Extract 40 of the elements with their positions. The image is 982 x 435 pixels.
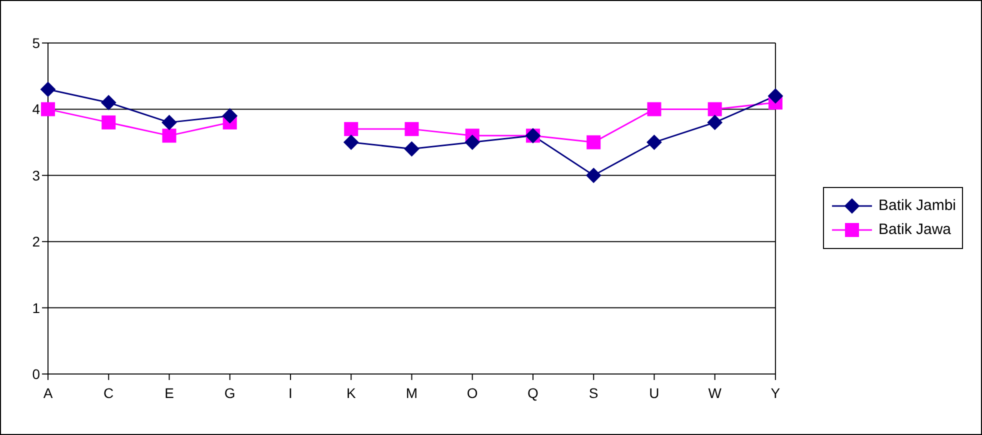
point: [162, 114, 177, 130]
x-tick-label: M: [406, 384, 418, 401]
point: [404, 141, 420, 156]
x-tick-label: S: [588, 384, 598, 401]
x-tick-label: E: [164, 384, 174, 401]
point: [464, 134, 480, 150]
x-tick-label: Q: [528, 384, 539, 401]
y-tick-label: 5: [32, 34, 40, 51]
y-tick-label: 1: [32, 300, 40, 316]
x-tick-label: K: [346, 384, 356, 401]
point: [646, 134, 662, 150]
point: [40, 82, 56, 97]
point: [41, 102, 55, 116]
point: [586, 168, 602, 183]
point: [101, 95, 116, 110]
x-tick-label: I: [288, 384, 292, 401]
x-tick-label: Y: [770, 384, 781, 401]
point: [586, 135, 601, 150]
point: [344, 134, 359, 150]
point: [404, 122, 419, 136]
x-tick-label: U: [649, 384, 660, 401]
y-tick-label: 4: [32, 101, 40, 118]
y-tick-label: 3: [32, 167, 40, 184]
x-tick-label: C: [104, 384, 114, 401]
y-tick-label: 2: [32, 234, 40, 250]
x-tick-label: G: [224, 384, 236, 401]
y-tick-label: 0: [32, 366, 40, 382]
x-tick-label: W: [708, 384, 722, 401]
x-tick-label: A: [43, 384, 54, 401]
point: [162, 128, 176, 143]
legend-label: Batik Jawa: [878, 221, 952, 238]
point: [707, 114, 722, 130]
point: [102, 115, 116, 130]
point: [647, 102, 662, 116]
legend-label: Batik Jambi: [878, 197, 956, 214]
point: [222, 108, 238, 124]
point: [768, 88, 783, 104]
point: [344, 122, 358, 136]
point: [708, 102, 722, 116]
x-tick-label: O: [466, 384, 478, 401]
